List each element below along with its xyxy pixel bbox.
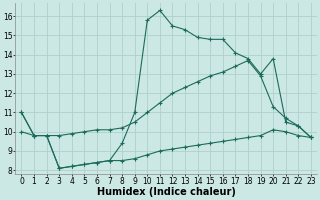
X-axis label: Humidex (Indice chaleur): Humidex (Indice chaleur)	[97, 187, 236, 197]
